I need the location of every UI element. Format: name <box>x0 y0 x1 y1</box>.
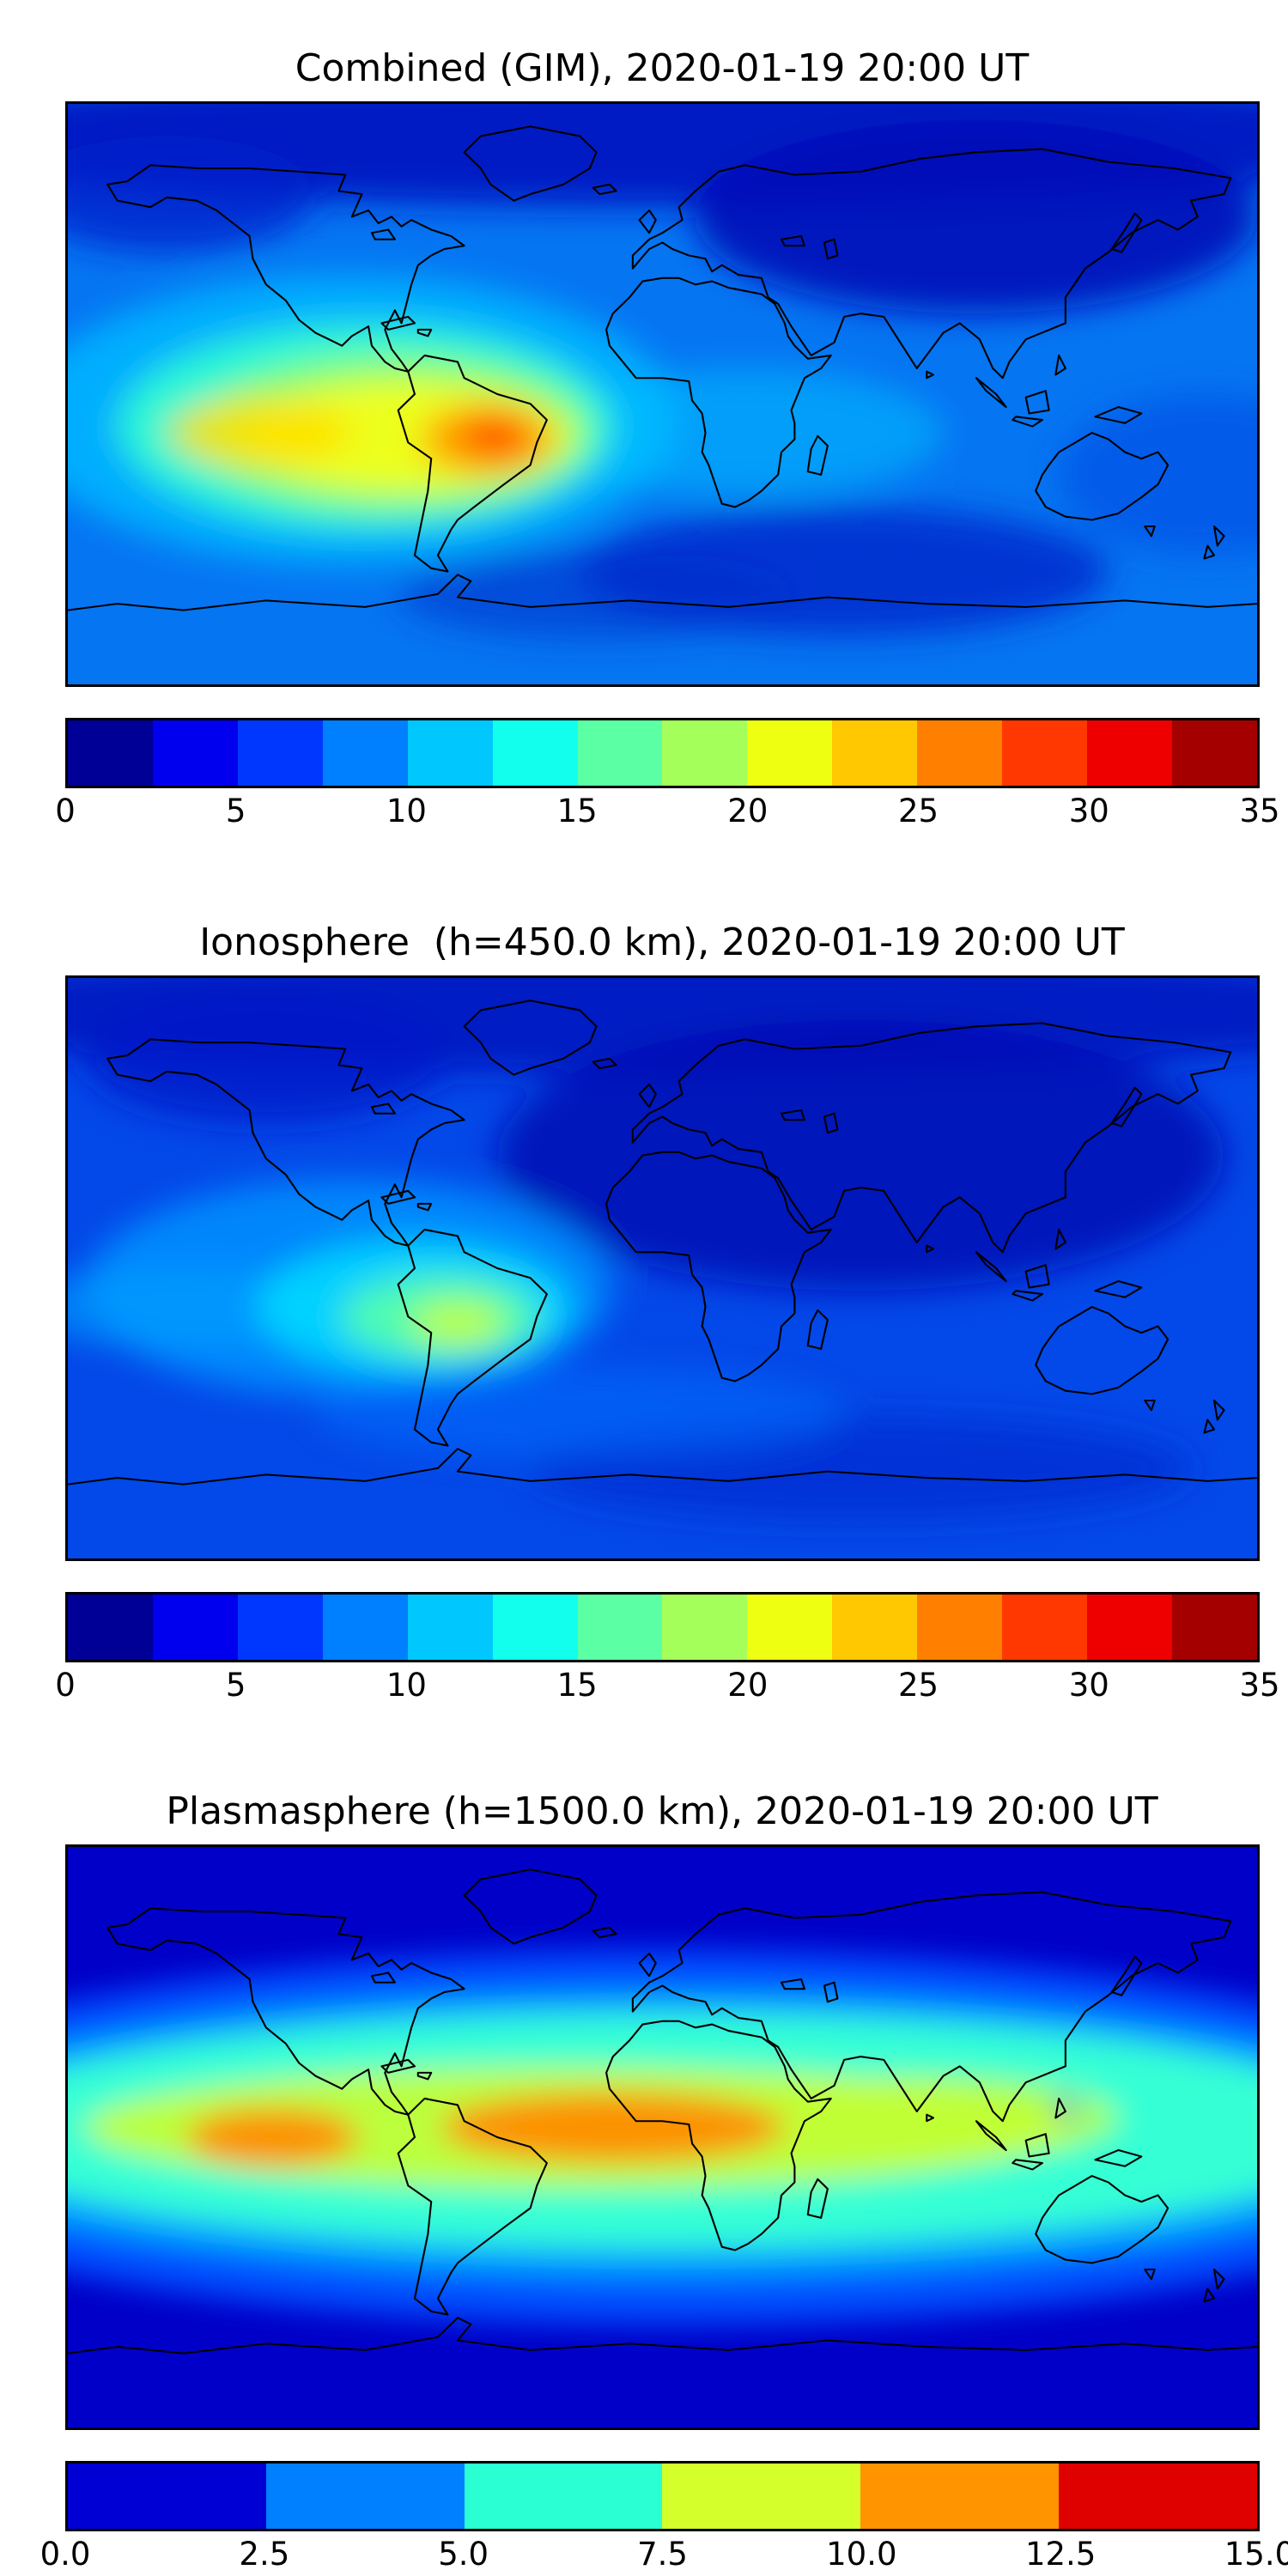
colorbar-segment <box>662 2464 861 2530</box>
colorbar-tick-label: 15 <box>556 793 598 830</box>
colorbar-segment <box>407 720 493 787</box>
colorbar-tick-label: 30 <box>1068 793 1109 830</box>
colorbar-segment <box>407 1595 493 1661</box>
colorbar-segment <box>1171 1595 1257 1661</box>
colorbar <box>65 718 1260 789</box>
colorbar-segment <box>1059 2464 1257 2530</box>
panel-plasmasphere: Plasmasphere (h=1500.0 km), 2020-01-19 2… <box>0 1717 1288 2576</box>
colorbar-tick-label: 10.0 <box>826 2536 897 2573</box>
colorbar-tick-label: 10 <box>386 793 427 830</box>
field-feature-orange-pacific-lobe <box>186 2108 359 2167</box>
colorbar-tick-label: 20 <box>727 1667 769 1704</box>
colorbar-tick-label: 15 <box>556 1667 598 1704</box>
colorbar-tick-label: 5.0 <box>438 2536 489 2573</box>
colorbar-tick-label: 15.0 <box>1224 2536 1288 2573</box>
field-feature-alaska-low <box>68 136 316 253</box>
colorbar-segment <box>1171 720 1257 787</box>
colorbar-segment <box>1002 720 1088 787</box>
colorbar-segment <box>464 2464 663 2530</box>
field-feature-s-atlantic-low <box>398 549 795 640</box>
field-feature-peak-core <box>411 1300 504 1346</box>
colorbar-segment <box>152 1595 238 1661</box>
coastlines <box>68 1868 1257 2355</box>
coastlines <box>68 125 1257 612</box>
colorbar-segment <box>662 720 748 787</box>
map-svg <box>68 104 1257 685</box>
colorbar-tick-label: 20 <box>727 793 769 830</box>
map-svg <box>68 978 1257 1559</box>
world-map <box>65 1844 1260 2431</box>
colorbar <box>65 1592 1260 1663</box>
colorbar-segment <box>832 1595 918 1661</box>
coastlines <box>68 999 1257 1486</box>
panel-title: Plasmasphere (h=1500.0 km), 2020-01-19 2… <box>166 1789 1158 1833</box>
colorbar-tick-label: 10 <box>386 1667 427 1704</box>
field-feature-peak-core <box>460 416 527 456</box>
colorbar-segment <box>747 720 833 787</box>
colorbar-segment <box>917 720 1003 787</box>
world-map <box>65 975 1260 1562</box>
colorbar-tick-label: 12.5 <box>1024 2536 1097 2573</box>
map-svg <box>68 1847 1257 2428</box>
colorbar-segment <box>68 2464 266 2530</box>
field-contours <box>68 1950 1257 2325</box>
colorbar-segment <box>1087 720 1172 787</box>
panel-title: Ionosphere (h=450.0 km), 2020-01-19 20:0… <box>199 920 1125 964</box>
colorbar-tick-label: 30 <box>1068 1667 1109 1704</box>
colorbar-ticks: 0 5 10 15 20 25 30 35 <box>55 1662 1279 1707</box>
colorbar <box>65 2461 1260 2532</box>
colorbar-segment <box>1002 1595 1088 1661</box>
colorbar-tick-label: 0 <box>55 793 76 830</box>
field-feature-orange-atlantic-africa-lobe <box>440 2092 785 2164</box>
colorbar-tick-label: 0 <box>55 1667 76 1704</box>
field-contours <box>68 978 1257 1521</box>
colorbar-tick-label: 35 <box>1239 793 1280 830</box>
colorbar-segment <box>1087 1595 1172 1661</box>
colorbar-segment <box>152 720 238 787</box>
colorbar-segment <box>577 1595 663 1661</box>
colorbar-tick-label: 7.5 <box>637 2536 688 2573</box>
colorbar-segment <box>68 720 153 787</box>
panel-title: Combined (GIM), 2020-01-19 20:00 UT <box>295 46 1030 90</box>
field-feature-asia-low <box>695 120 1257 314</box>
colorbar-segment <box>662 1595 748 1661</box>
colorbar-tick-label: 25 <box>898 1667 939 1704</box>
colorbar-segment <box>917 1595 1003 1661</box>
world-map <box>65 101 1260 688</box>
colorbar-segment <box>322 720 408 787</box>
panel-combined-gim: Combined (GIM), 2020-01-19 20:00 UT 0 5 10… <box>0 0 1288 859</box>
field-feature-n-america-low <box>84 994 448 1124</box>
colorbar-ticks: 0 5 10 15 20 25 30 35 <box>55 788 1279 833</box>
colorbar-segment <box>237 1595 323 1661</box>
panel-ionosphere: Ionosphere (h=450.0 km), 2020-01-19 20:0… <box>0 859 1288 1717</box>
colorbar-tick-label: 2.5 <box>239 2536 290 2573</box>
field-feature-yellow-west-lobe <box>167 398 352 469</box>
colorbar-segment <box>832 720 918 787</box>
colorbar-ticks: 0.0 2.5 5.0 7.5 10.0 12.5 15.0 <box>40 2531 1288 2576</box>
colorbar-tick-label: 35 <box>1239 1667 1280 1704</box>
colorbar-segment <box>265 2464 465 2530</box>
colorbar-tick-label: 5 <box>225 1667 246 1704</box>
colorbar-segment <box>492 720 578 787</box>
colorbar-segment <box>322 1595 408 1661</box>
colorbar-tick-label: 5 <box>225 793 246 830</box>
colorbar-segment <box>492 1595 578 1661</box>
field-feature-eurasia-africa-low <box>497 1020 1224 1291</box>
colorbar-segment <box>860 2464 1060 2530</box>
colorbar-tick-label: 25 <box>898 793 939 830</box>
field-feature-south-atlantic-band <box>315 1368 845 1459</box>
colorbar-segment <box>577 720 663 787</box>
field-feature-africa-band <box>546 368 944 498</box>
colorbar-segment <box>237 720 323 787</box>
colorbar-segment <box>68 1595 153 1661</box>
colorbar-tick-label: 0.0 <box>39 2536 91 2573</box>
colorbar-segment <box>747 1595 833 1661</box>
